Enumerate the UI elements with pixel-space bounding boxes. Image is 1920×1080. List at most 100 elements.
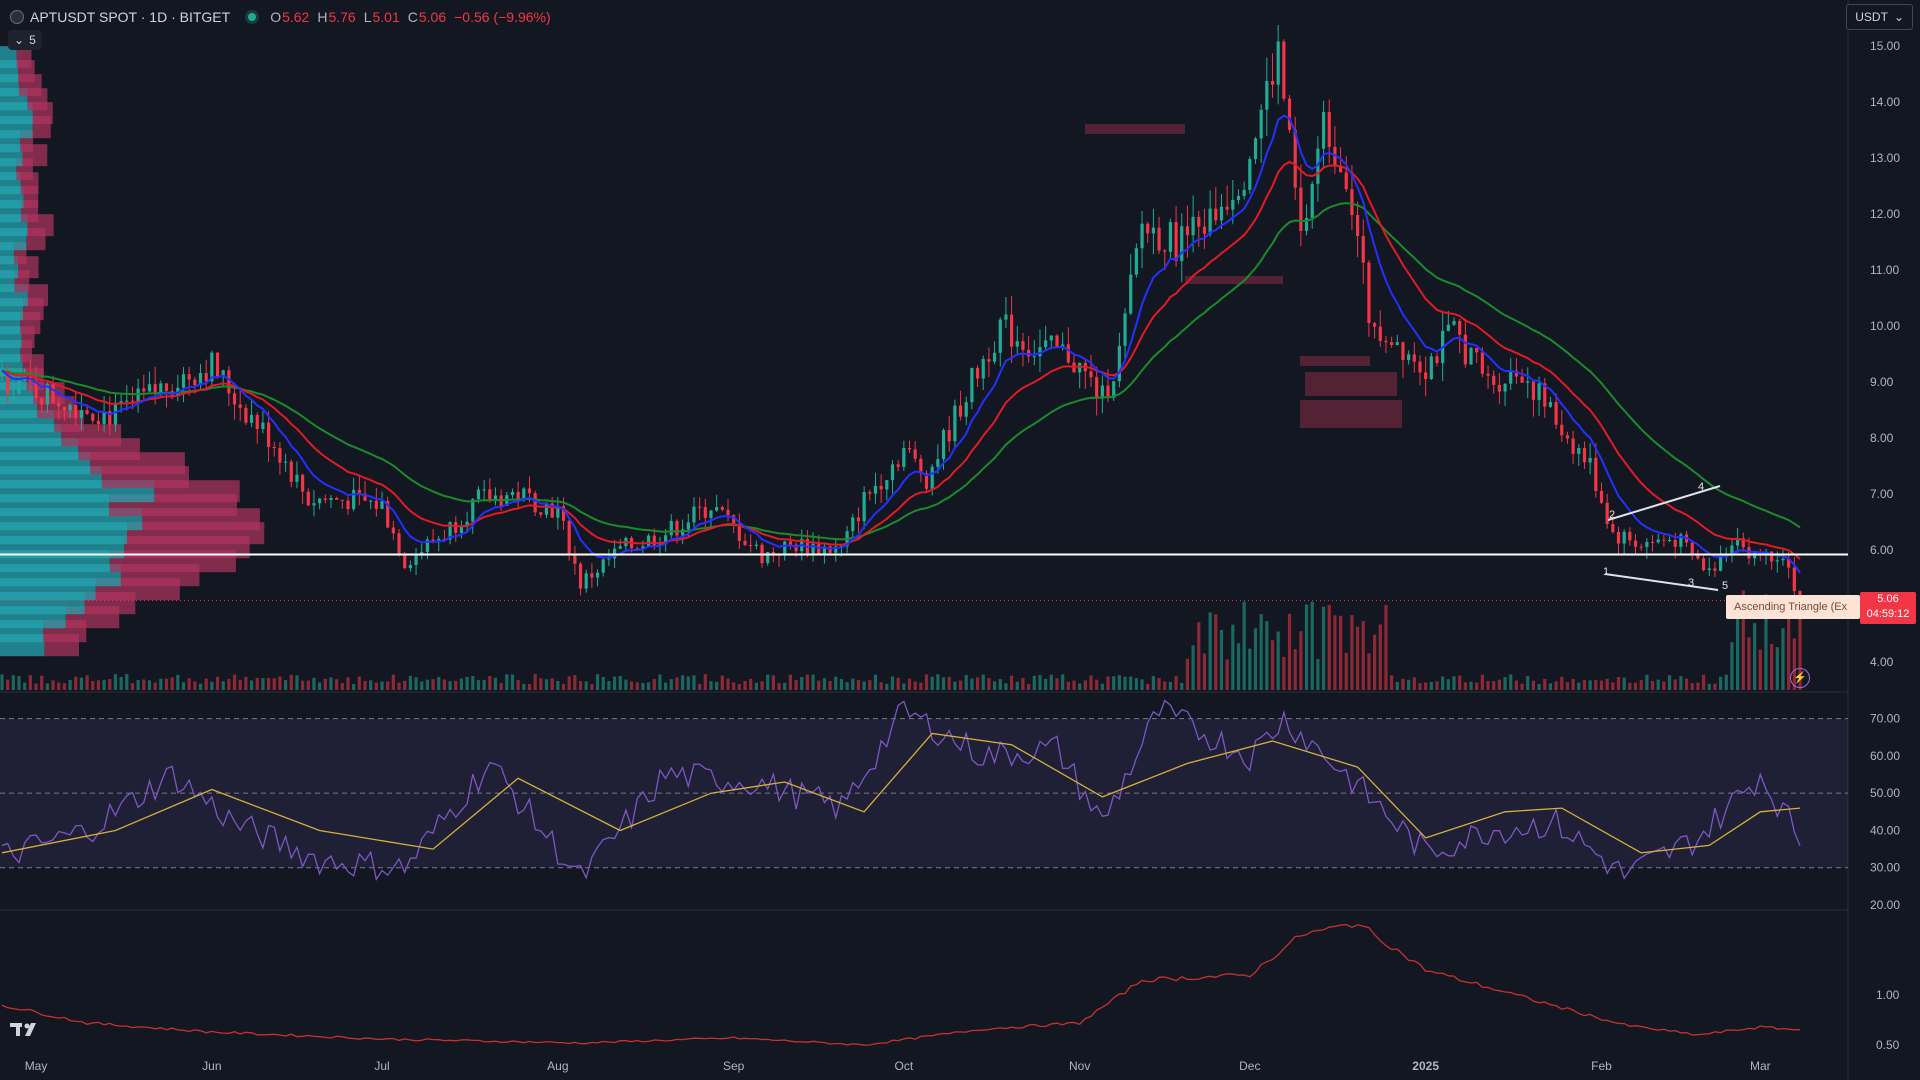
volume-bar — [164, 678, 169, 690]
pattern-label[interactable]: Ascending Triangle (Ex — [1726, 595, 1860, 619]
volume-bar — [0, 674, 4, 690]
price-axis-label: 6.00 — [1870, 543, 1894, 557]
price-axis-label: 9.00 — [1870, 375, 1894, 389]
candle-body — [1282, 41, 1286, 99]
volume-bar — [964, 674, 968, 690]
candle-body — [1304, 217, 1309, 231]
volume-bar — [386, 681, 390, 690]
candle-body — [11, 393, 15, 395]
volume-bar — [590, 683, 594, 690]
candle-body — [1355, 215, 1360, 237]
volume-bar — [391, 674, 395, 690]
volume-bar — [1310, 601, 1314, 690]
candle-body — [646, 535, 651, 547]
candle-body — [1055, 335, 1059, 348]
candle-body — [403, 555, 407, 569]
volume-bar — [896, 677, 900, 690]
close-key: C — [407, 9, 418, 25]
currency-select[interactable]: USDT ⌄ — [1846, 4, 1913, 30]
volume-bar — [1355, 626, 1360, 690]
candle-body — [363, 493, 367, 501]
volume-bar — [1588, 680, 1592, 690]
lower-axis-label: 1.00 — [1876, 988, 1900, 1002]
candle-body — [1185, 226, 1190, 236]
candle-body — [1032, 356, 1036, 358]
rsi-axis-label: 40.00 — [1870, 823, 1900, 837]
candle-body — [1577, 448, 1581, 454]
candle-body — [1622, 531, 1626, 544]
pattern-point-label: 2 — [1609, 509, 1615, 521]
candle-body — [1344, 172, 1348, 190]
candle-body — [425, 539, 429, 553]
candle-body — [556, 506, 560, 518]
candle-body — [550, 503, 554, 518]
rsi-axis-label: 20.00 — [1870, 898, 1900, 912]
candle-body — [1509, 370, 1513, 384]
candle-body — [68, 404, 72, 411]
candle-body — [930, 466, 934, 489]
volume-bar — [181, 682, 186, 690]
candle-body — [1157, 227, 1161, 251]
volume-bar — [108, 679, 112, 690]
candle-body — [1163, 250, 1167, 252]
candle-body — [454, 522, 458, 533]
volume-bar — [454, 680, 458, 690]
candle-body — [907, 448, 912, 450]
candle-body — [1112, 381, 1116, 399]
volume-bar — [1424, 682, 1428, 690]
candle-body — [238, 404, 242, 408]
volume-bar — [1441, 676, 1445, 690]
volume-bar — [1321, 606, 1326, 690]
volume-bar — [1299, 631, 1303, 690]
candle-body — [357, 489, 361, 494]
candle-body — [23, 373, 27, 381]
volume-bar — [283, 680, 288, 690]
candle-body — [465, 521, 469, 527]
candle-body — [1293, 129, 1297, 188]
candle-body — [544, 503, 549, 515]
volume-bar — [1565, 682, 1570, 690]
volume-bar — [805, 674, 810, 690]
candle-body — [181, 374, 186, 388]
volume-bar — [936, 674, 940, 690]
candle-body — [28, 373, 32, 382]
candle-body — [1151, 227, 1156, 234]
candle-body — [703, 507, 707, 518]
low-value: 5.01 — [372, 9, 400, 25]
volume-bar — [40, 675, 44, 690]
candle-body — [312, 503, 316, 506]
volume-bar — [1537, 683, 1541, 690]
candle-body — [1565, 435, 1570, 439]
bar-countdown: 04:59:12 — [1866, 608, 1910, 620]
candle-body — [1526, 381, 1530, 383]
volume-bar — [919, 682, 923, 690]
candle-body — [1514, 370, 1519, 377]
indicators-toggle-button[interactable]: ⌄ 5 — [8, 30, 42, 50]
lightning-icon[interactable]: ⚡ — [1790, 668, 1810, 688]
candle-body — [471, 499, 475, 522]
volume-bar — [539, 678, 543, 690]
volume-bar — [902, 683, 906, 690]
candle-body — [578, 563, 583, 589]
volume-bar — [698, 683, 702, 690]
candle-body — [1310, 183, 1314, 218]
volume-bars — [0, 590, 1802, 690]
volume-bar — [1134, 678, 1138, 690]
volume-bar — [1662, 681, 1666, 690]
candle-body — [34, 381, 38, 398]
volume-bar — [1083, 680, 1087, 690]
aptos-logo-icon — [10, 10, 24, 24]
candle-body — [295, 474, 299, 482]
candle-body — [1327, 111, 1331, 147]
supply-zone — [1300, 400, 1402, 428]
candle-body — [1633, 540, 1638, 547]
volume-bar — [1061, 674, 1065, 690]
symbol-title[interactable]: APTUSDT SPOT · 1D · BITGET — [30, 9, 231, 25]
candle-body — [1015, 341, 1019, 347]
volume-bar — [1486, 680, 1490, 690]
candle-body — [958, 405, 963, 417]
volume-bar — [658, 674, 662, 690]
volume-bar — [465, 676, 469, 690]
volume-bar — [607, 681, 611, 690]
